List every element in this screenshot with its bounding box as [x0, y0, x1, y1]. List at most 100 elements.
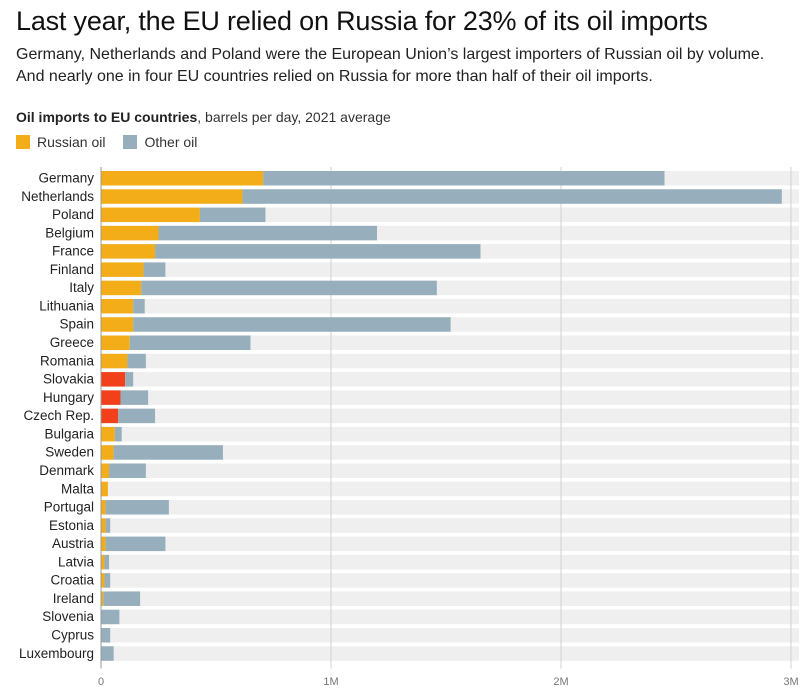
chart-measure-label-rest: , barrels per day, 2021 average	[197, 109, 391, 125]
legend-item-russian-oil: Russian oil	[16, 134, 105, 150]
row-background-lithuania	[101, 298, 799, 314]
bar-other-ireland	[103, 591, 141, 606]
bar-russian-germany	[101, 171, 264, 186]
category-label-poland: Poland	[52, 207, 94, 222]
legend: Russian oil Other oil	[16, 134, 215, 150]
category-label-finland: Finland	[50, 262, 94, 277]
bar-russian-ireland	[101, 591, 104, 606]
bar-russian-slovakia	[101, 372, 126, 387]
bar-russian-austria	[101, 536, 106, 552]
subtitle-line-2: And nearly one in four EU countries reli…	[16, 68, 653, 85]
category-label-cyprus: Cyprus	[51, 628, 94, 643]
category-label-italy: Italy	[69, 280, 94, 295]
row-background-croatia	[101, 573, 799, 588]
row-background-finland	[101, 262, 799, 277]
bar-other-austria	[105, 536, 166, 552]
row-background-romania	[101, 353, 799, 369]
bar-other-greece	[129, 335, 251, 351]
bar-other-czech-rep	[118, 408, 156, 424]
bar-russian-latvia	[101, 554, 105, 570]
bar-other-netherlands	[242, 189, 782, 204]
bar-other-latvia	[104, 554, 110, 570]
row-background-bulgaria	[101, 426, 799, 442]
bar-russian-portugal	[101, 500, 106, 515]
row-background-sweden	[101, 445, 799, 460]
bar-other-poland	[199, 207, 266, 223]
category-label-belgium: Belgium	[45, 225, 94, 240]
x-tick-label-3m: 3M	[783, 676, 798, 688]
bar-other-slovakia	[125, 372, 134, 387]
row-background-portugal	[101, 500, 799, 515]
bar-russian-netherlands	[101, 189, 243, 204]
bar-russian-estonia	[101, 518, 106, 533]
x-tick-label-0: 0	[98, 676, 104, 688]
bar-russian-hungary	[101, 390, 121, 405]
bar-russian-lithuania	[101, 298, 134, 314]
category-label-czech-rep: Czech Rep.	[23, 408, 94, 423]
bar-other-finland	[143, 262, 166, 277]
legend-item-other-oil: Other oil	[123, 134, 197, 150]
chart-title: Last year, the EU relied on Russia for 2…	[16, 6, 708, 36]
row-background-poland	[101, 207, 799, 223]
bar-other-denmark	[109, 463, 146, 478]
bar-russian-bulgaria	[101, 426, 115, 442]
bar-other-spain	[133, 317, 451, 332]
bar-other-luxembourg	[101, 646, 114, 661]
bar-russian-romania	[101, 353, 128, 369]
bar-russian-sweden	[101, 445, 114, 460]
category-label-austria: Austria	[52, 536, 95, 551]
chart-measure-label-bold: Oil imports to EU countries	[16, 109, 198, 125]
bar-other-sweden	[113, 445, 223, 460]
row-background-slovenia	[101, 609, 799, 625]
subtitle-line-1: Germany, Netherlands and Poland were the…	[16, 46, 765, 63]
row-background-luxembourg	[101, 646, 799, 661]
x-tick-label-1m: 1M	[323, 676, 338, 688]
category-label-sweden: Sweden	[45, 445, 94, 460]
bar-russian-france	[101, 244, 156, 259]
bar-russian-belgium	[101, 225, 159, 241]
bar-other-france	[155, 244, 481, 259]
bar-other-lithuania	[133, 298, 145, 314]
chart-measure-label: Oil imports to EU countries, barrels per…	[16, 109, 391, 125]
bar-other-hungary	[120, 390, 149, 405]
category-label-portugal: Portugal	[44, 500, 94, 515]
category-label-bulgaria: Bulgaria	[44, 426, 94, 441]
bar-russian-denmark	[101, 463, 110, 478]
bar-other-romania	[127, 353, 146, 369]
bar-other-bulgaria	[114, 426, 122, 442]
legend-label-other-oil: Other oil	[144, 134, 198, 150]
category-label-latvia: Latvia	[58, 554, 95, 569]
legend-label-russian-oil: Russian oil	[37, 134, 106, 150]
category-label-ireland: Ireland	[53, 591, 94, 606]
bar-russian-italy	[101, 280, 142, 296]
legend-swatch-russian-oil	[16, 135, 30, 149]
row-background-cyprus	[101, 628, 799, 643]
category-label-germany: Germany	[38, 171, 94, 186]
chart-subtitle: Germany, Netherlands and Poland were the…	[16, 44, 800, 88]
bar-other-germany	[263, 171, 665, 186]
x-tick-label-2m: 2M	[553, 676, 568, 688]
category-label-luxembourg: Luxembourg	[19, 646, 94, 661]
category-label-malta: Malta	[61, 481, 95, 496]
row-background-ireland	[101, 591, 799, 606]
row-background-denmark	[101, 463, 799, 478]
bar-chart: Germany Netherlands Poland Belgium France Fin…	[19, 167, 799, 688]
bar-russian-malta	[101, 481, 108, 497]
bar-other-estonia	[105, 518, 111, 533]
row-background-malta	[101, 481, 799, 497]
category-label-netherlands: Netherlands	[21, 189, 94, 204]
bar-other-italy	[141, 280, 437, 296]
category-label-slovakia: Slovakia	[43, 372, 95, 387]
bar-other-belgium	[158, 225, 377, 241]
row-background-slovakia	[101, 372, 799, 387]
category-label-estonia: Estonia	[49, 518, 95, 533]
bar-russian-poland	[101, 207, 200, 223]
category-label-greece: Greece	[50, 335, 94, 350]
row-background-czech-rep	[101, 408, 799, 424]
bar-other-slovenia	[101, 609, 120, 625]
category-label-hungary: Hungary	[43, 390, 94, 405]
bar-russian-croatia	[101, 573, 105, 588]
row-background-estonia	[101, 518, 799, 533]
category-label-spain: Spain	[59, 317, 94, 332]
bar-other-portugal	[105, 500, 169, 515]
